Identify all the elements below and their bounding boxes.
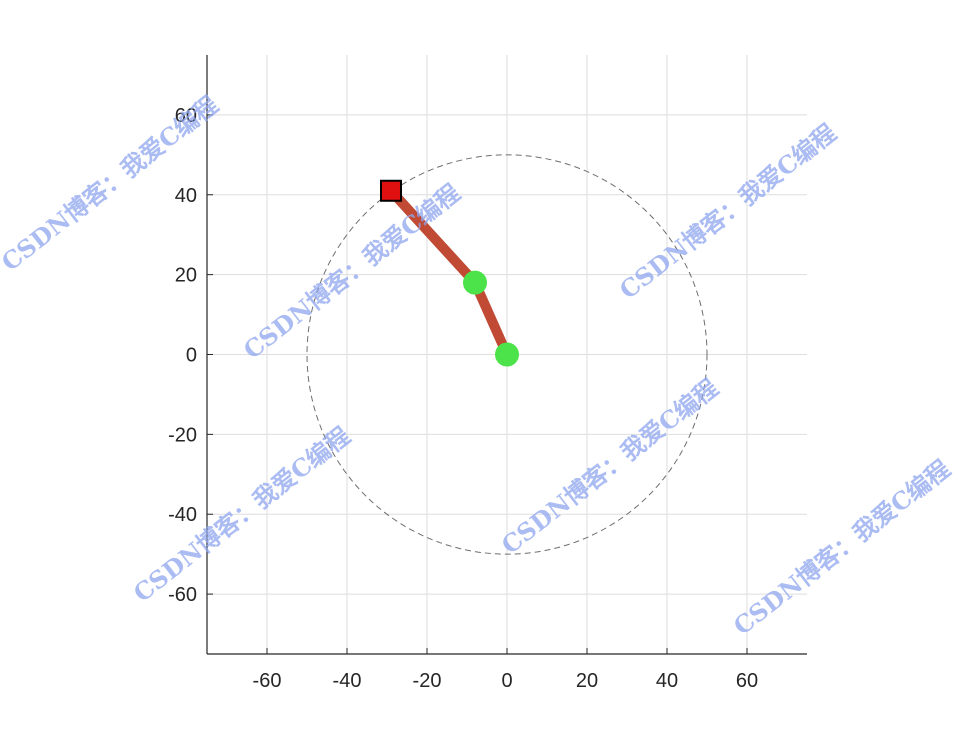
watermark: CSDN博客：我爱C编程	[238, 178, 466, 365]
watermark: CSDN博客：我爱C编程	[728, 454, 956, 641]
y-tick-label: -40	[168, 504, 197, 526]
arm-link	[386, 185, 480, 288]
grid	[207, 55, 807, 654]
y-tick-label: 0	[186, 345, 197, 367]
x-tick-label: -20	[413, 670, 442, 692]
x-tick-label: -60	[253, 670, 282, 692]
y-tick-label: 40	[175, 185, 197, 207]
target-marker	[380, 179, 402, 202]
workspace-circle-layer	[306, 154, 708, 555]
x-tick-label: 60	[736, 670, 758, 692]
x-tick-label: 0	[501, 670, 512, 692]
y-tick-label: 60	[175, 105, 197, 127]
axes	[206, 55, 807, 655]
tick-labels: -60 -40 -20 0 20 40 60 -60 -40 -20 0 20 40 60	[168, 105, 758, 692]
watermarks: CSDN博客：我爱C编程 CSDN博客：我爱C编程 CSDN博客：我爱C编程 C…	[0, 90, 956, 641]
joint-point	[495, 342, 519, 367]
workspace-circle	[306, 154, 708, 555]
y-tick-label: -60	[168, 584, 197, 606]
arm-link	[470, 277, 512, 360]
watermark: CSDN博客：我爱C编程	[496, 373, 724, 560]
arm-links	[386, 185, 512, 360]
arm-joints	[463, 270, 519, 367]
y-tick-label: 20	[175, 265, 197, 287]
y-tick-label: -20	[168, 424, 197, 446]
watermark: CSDN博客：我爱C编程	[614, 118, 842, 305]
watermark: CSDN博客：我爱C编程	[0, 90, 224, 277]
x-tick-label: -40	[333, 670, 362, 692]
joint-point	[463, 270, 487, 295]
x-tick-label: 20	[576, 670, 598, 692]
x-tick-label: 40	[656, 670, 678, 692]
target-layer	[380, 179, 402, 202]
